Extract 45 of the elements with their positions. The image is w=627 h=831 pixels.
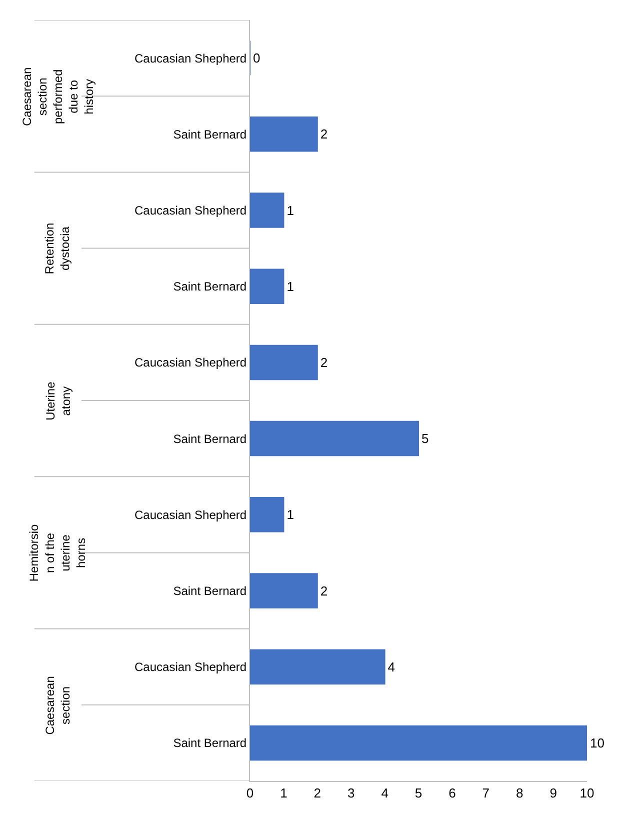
x-tick-label: 8 (516, 786, 524, 801)
y-tick-label: Caucasian Shepherd (134, 51, 247, 66)
y-tick-label: Saint Bernard (173, 432, 247, 446)
bar (250, 192, 284, 228)
y-tick-label: Caucasian Shepherd (134, 508, 247, 522)
y-tick-label: Saint Bernard (173, 127, 247, 142)
x-tick-label: 4 (381, 786, 388, 801)
x-tick-label: 10 (580, 786, 594, 801)
x-tick-label: 2 (314, 786, 322, 801)
bar (250, 116, 318, 152)
data-label: 0 (253, 50, 260, 66)
x-tick-label: 9 (550, 786, 557, 801)
data-label: 2 (320, 354, 328, 370)
text: Caesarean section (43, 676, 73, 735)
x-tick-label: 7 (482, 786, 490, 801)
data-label: 1 (286, 507, 294, 522)
x-tick-label: 0 (246, 786, 254, 801)
bar (250, 268, 284, 304)
y-tick-label: Caucasian Shepherd (134, 356, 247, 370)
y-tick-label: Caucasian Shepherd (134, 203, 247, 218)
data-label: 2 (320, 126, 328, 142)
text: Uterine atony (43, 381, 74, 420)
text: Retention dystocia (42, 222, 72, 274)
bar (250, 344, 318, 380)
y-tick-label: Saint Bernard (173, 280, 247, 294)
bar (250, 420, 419, 456)
text: Caesarean section performed due to history (20, 67, 96, 126)
y-tick-label: Saint Bernard (173, 736, 247, 750)
data-label: 4 (388, 659, 396, 674)
y-tick-label: Saint Bernard (173, 584, 247, 598)
bar (250, 573, 318, 608)
data-label: 1 (286, 278, 294, 294)
x-tick-label: 5 (414, 786, 422, 801)
y-tick-label: Caucasian Shepherd (134, 660, 247, 674)
data-label: 2 (320, 583, 328, 598)
data-label: 1 (286, 202, 294, 218)
bar (250, 725, 587, 761)
x-tick-label: 6 (448, 786, 456, 801)
x-tick-label: 1 (280, 786, 288, 801)
bar (250, 649, 386, 684)
text: Hemitorsion of the uterine horns (27, 524, 88, 582)
data-label: 5 (422, 431, 429, 446)
x-tick-label: 3 (347, 786, 355, 801)
data-label: 10 (590, 735, 604, 750)
bar (250, 497, 284, 532)
